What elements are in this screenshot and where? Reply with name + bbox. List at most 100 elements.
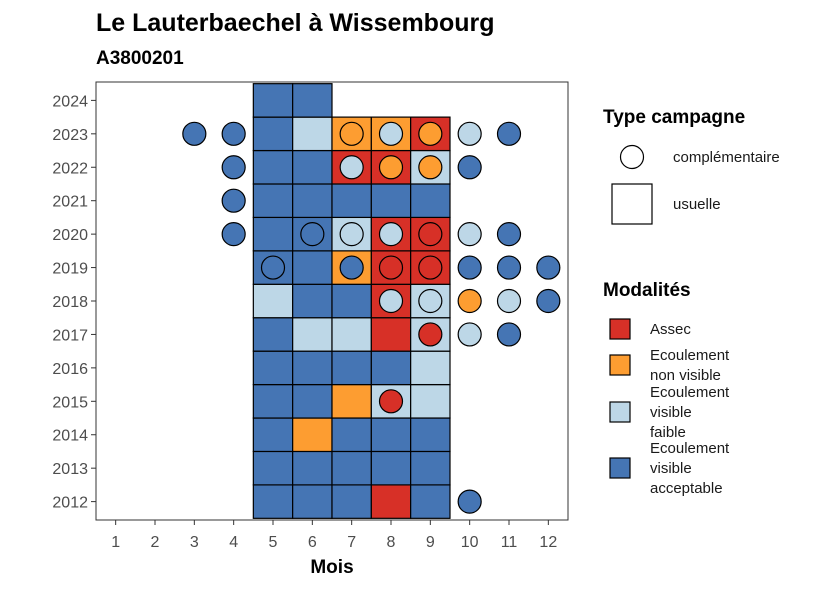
x-tick-label: 4 xyxy=(229,534,238,551)
heatmap-cell xyxy=(252,383,294,419)
campaign-point xyxy=(339,121,364,146)
legend-modalite-label: Ecoulement visible faible xyxy=(650,384,730,441)
legend-swatch xyxy=(609,318,631,340)
campaign-point xyxy=(496,288,522,314)
heatmap-cell xyxy=(292,250,333,285)
x-axis: 1 2 3 4 5 6 7 8 9 10 11 12 xyxy=(111,520,557,551)
campaign-point xyxy=(457,489,482,514)
legend-modalites-title: Modalités xyxy=(603,280,691,301)
y-tick-label: 2022 xyxy=(52,160,88,177)
heatmap-cell xyxy=(252,450,294,486)
heatmap-cell xyxy=(292,450,333,486)
heatmap-cell xyxy=(292,317,333,352)
heatmap-cell xyxy=(252,216,294,252)
heatmap-cell xyxy=(370,183,412,219)
y-tick-label: 2017 xyxy=(52,327,88,344)
y-tick-label: 2013 xyxy=(52,461,88,478)
campaign-point xyxy=(339,222,364,247)
x-tick-label: 11 xyxy=(501,534,518,551)
heatmap-cell xyxy=(331,484,372,519)
heatmap-cell xyxy=(252,350,294,386)
legend-circle-icon xyxy=(619,144,645,170)
campaign-point xyxy=(418,222,443,247)
campaign-point xyxy=(418,155,443,180)
legend-modalite-label: Ecoulement non visible xyxy=(650,347,730,384)
x-tick-label: 3 xyxy=(190,534,199,551)
y-tick-label: 2018 xyxy=(52,294,88,311)
x-tick-label: 9 xyxy=(426,534,435,551)
campaign-point xyxy=(457,288,482,314)
campaign-point xyxy=(496,222,522,247)
campaign-point xyxy=(418,322,443,347)
heatmap-cell xyxy=(292,484,333,519)
plot-area xyxy=(95,81,569,521)
campaign-point xyxy=(339,155,364,180)
campaign-point xyxy=(496,121,522,146)
y-tick-label: 2014 xyxy=(52,428,88,445)
campaign-point xyxy=(496,322,522,347)
heatmap-cell xyxy=(292,149,333,185)
heatmap-cell xyxy=(252,83,294,118)
x-tick-label: 5 xyxy=(269,534,278,551)
campaign-point xyxy=(378,155,404,180)
campaign-point xyxy=(536,288,561,314)
y-tick-label: 2021 xyxy=(52,194,88,211)
campaign-point xyxy=(418,255,443,280)
y-tick-label: 2019 xyxy=(52,261,88,278)
heatmap-cell xyxy=(292,83,333,118)
x-axis-title: Mois xyxy=(310,557,353,578)
heatmap-cell xyxy=(370,317,412,352)
heatmap-cell xyxy=(410,450,451,486)
heatmap-cell xyxy=(410,350,451,386)
y-axis: 2012 2013 2014 2015 2016 2017 2018 2019 2020 2021… xyxy=(52,93,96,512)
heatmap-cell xyxy=(252,283,294,319)
heatmap-cell xyxy=(331,383,372,419)
heatmap-cell xyxy=(292,417,333,453)
x-tick-label: 8 xyxy=(387,534,396,551)
x-tick-label: 2 xyxy=(151,534,160,551)
heatmap-cell xyxy=(292,350,333,386)
x-tick-label: 12 xyxy=(539,534,557,551)
heatmap-cell xyxy=(252,183,294,219)
y-tick-label: 2012 xyxy=(52,495,88,512)
x-tick-label: 10 xyxy=(461,534,479,551)
legend-square-icon xyxy=(611,183,653,225)
campaign-point xyxy=(221,121,246,146)
y-tick-label: 2015 xyxy=(52,394,88,411)
x-tick-label: 7 xyxy=(347,534,356,551)
campaign-point xyxy=(378,121,404,146)
squares-layer xyxy=(252,83,451,519)
legend-swatch xyxy=(609,457,631,479)
campaign-point xyxy=(457,255,482,280)
legend-type-campagne: Type campagne complémentaire usuelle xyxy=(603,107,780,225)
campaign-point xyxy=(496,255,522,280)
y-tick-label: 2020 xyxy=(52,227,88,244)
heatmap-cell xyxy=(292,283,333,319)
y-tick-label: 2016 xyxy=(52,361,88,378)
heatmap-cell xyxy=(331,183,372,219)
legend-type-label: usuelle xyxy=(673,196,721,213)
heatmap-cell xyxy=(370,350,412,386)
legend-modalite-label: Assec xyxy=(650,321,691,338)
x-tick-label: 6 xyxy=(308,534,317,551)
heatmap-cell xyxy=(331,450,372,486)
legend-modalite-label: Ecoulement visible acceptable xyxy=(650,440,730,497)
heatmap-cell xyxy=(252,116,294,152)
heatmap-cell xyxy=(410,383,451,419)
x-tick-label: 1 xyxy=(111,534,120,551)
heatmap-cell xyxy=(331,283,372,319)
campaign-point xyxy=(182,121,207,146)
heatmap-cell xyxy=(292,383,333,419)
campaign-point xyxy=(378,255,404,280)
campaign-point xyxy=(260,255,286,280)
chart-title: Le Lauterbaechel à Wissembourg xyxy=(96,9,495,37)
heatmap-cell xyxy=(331,350,372,386)
heatmap-cell xyxy=(331,317,372,352)
campaign-point xyxy=(378,389,404,414)
campaign-point xyxy=(339,255,364,280)
heatmap-cell xyxy=(252,417,294,453)
campaign-point xyxy=(457,155,482,180)
heatmap-cell xyxy=(292,183,333,219)
